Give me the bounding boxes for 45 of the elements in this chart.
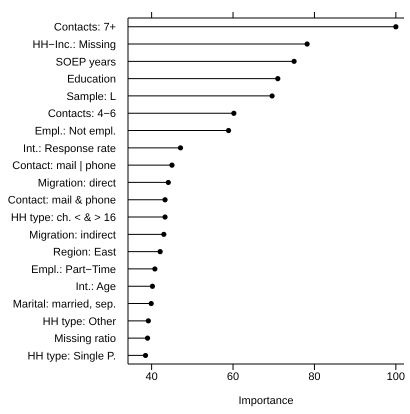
point [226,128,232,134]
point [150,284,156,289]
x-tick-label: 40 [145,370,158,383]
y-tick-label: Int.: Response rate [23,142,116,155]
y-tick-label: Education [67,74,116,86]
point [162,197,168,202]
y-tick-label: Empl.: Part−Time [31,264,116,276]
y-tick-label: Int.: Age [76,281,116,294]
y-tick-label: Contact: mail | phone [12,160,116,172]
point [161,232,166,237]
point [304,41,310,47]
y-tick-label: SOEP years [56,56,116,68]
y-tick-label: Missing ratio [54,333,116,346]
point [275,76,280,82]
y-tick-label: Contacts: 4−6 [48,108,116,120]
y-tick-label: Contacts: 7+ [54,22,116,34]
y-tick-label: HH−Inc.: Missing [32,38,116,51]
y-tick-label: Contact: mail & phone [8,194,116,207]
x-axis-title: Importance [238,395,294,407]
point [146,318,151,324]
y-tick-label: Migration: direct [38,177,116,190]
y-tick-label: Migration: indirect [29,229,116,242]
y-tick-label: Marital: married, sep. [12,298,116,310]
y-tick-label: Empl.: Not empl. [34,125,116,138]
point [393,24,398,30]
point [144,336,150,341]
point [270,93,275,99]
point [162,214,168,220]
point [169,162,175,168]
y-tick-label: Region: East [53,246,116,259]
y-tick-label: HH type: Single P. [28,350,116,362]
point [158,249,163,254]
point [231,110,236,116]
y-tick-label: Sample: L [66,90,116,103]
y-tick-label: HH type: Other [42,316,116,328]
x-tick-label: 80 [308,370,321,383]
point [148,300,154,306]
y-tick-label: HH type: ch. < & > 16 [10,212,116,224]
point [142,352,148,358]
point [291,58,297,64]
point [178,145,184,150]
point [166,180,171,186]
point [152,266,158,272]
x-tick-label: 60 [226,370,240,383]
x-tick-label: 100 [386,370,406,383]
